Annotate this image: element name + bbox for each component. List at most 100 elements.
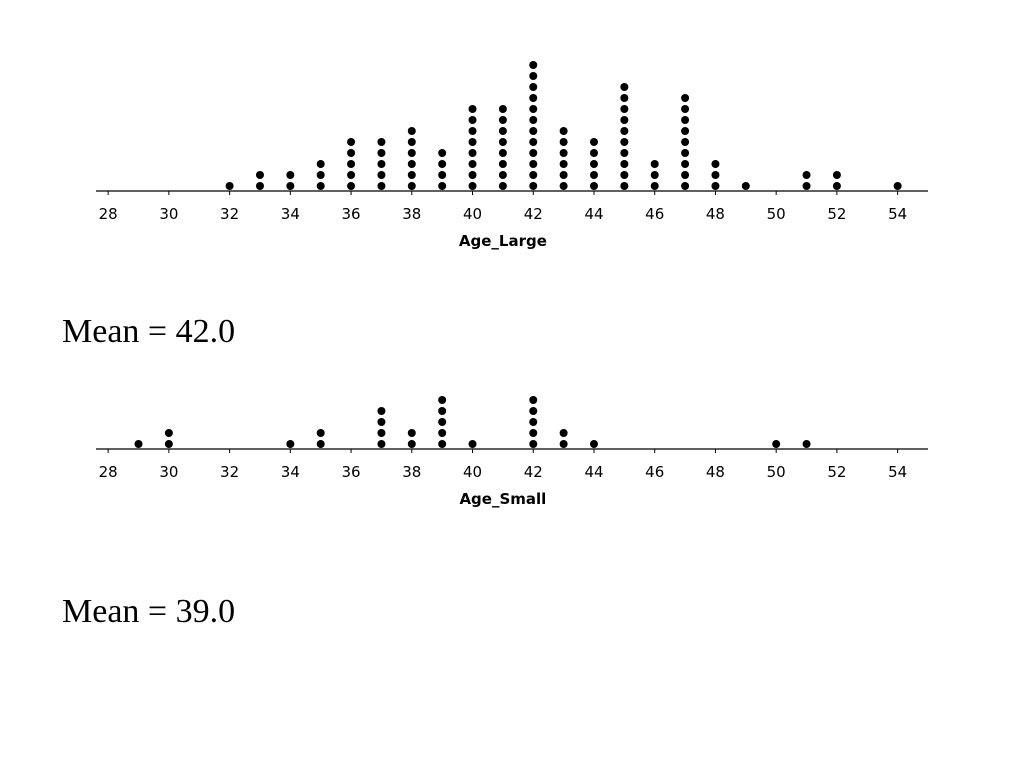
dot xyxy=(286,440,295,448)
dot xyxy=(377,418,386,426)
x-tick-label: 52 xyxy=(827,463,846,481)
x-tick-label: 36 xyxy=(342,205,361,223)
dot xyxy=(559,440,568,448)
dot xyxy=(620,171,629,179)
dot xyxy=(589,138,598,146)
dot xyxy=(620,127,629,135)
dot xyxy=(802,182,811,190)
dot xyxy=(468,440,477,448)
x-tick-label: 32 xyxy=(220,205,239,223)
x-tick-label: 34 xyxy=(281,205,300,223)
dot xyxy=(529,149,538,157)
dot xyxy=(650,171,659,179)
dot xyxy=(620,182,629,190)
x-tick-label: 48 xyxy=(706,205,725,223)
dot xyxy=(681,116,690,124)
dot xyxy=(407,149,416,157)
dot xyxy=(681,149,690,157)
x-tick-label: 38 xyxy=(402,205,421,223)
dot xyxy=(832,182,841,190)
dot xyxy=(468,138,477,146)
dot xyxy=(529,440,538,448)
dot xyxy=(225,182,234,190)
x-tick-label: 40 xyxy=(463,463,482,481)
dot xyxy=(681,171,690,179)
dot xyxy=(650,182,659,190)
dot xyxy=(438,440,447,448)
dot xyxy=(316,182,325,190)
dot xyxy=(377,440,386,448)
x-tick-label: 42 xyxy=(524,205,543,223)
dot xyxy=(316,429,325,437)
x-tick-label: 48 xyxy=(706,463,725,481)
x-tick-label: 52 xyxy=(827,205,846,223)
dot xyxy=(468,116,477,124)
dot xyxy=(377,429,386,437)
dot xyxy=(286,171,295,179)
dot xyxy=(559,127,568,135)
dot xyxy=(407,429,416,437)
dot xyxy=(620,94,629,102)
dot xyxy=(529,72,538,80)
dot xyxy=(438,149,447,157)
dot xyxy=(377,138,386,146)
dot xyxy=(589,160,598,168)
dot xyxy=(589,440,598,448)
dot xyxy=(681,94,690,102)
dot xyxy=(468,182,477,190)
dot xyxy=(498,149,507,157)
x-tick-label: 30 xyxy=(159,463,178,481)
dot xyxy=(681,182,690,190)
dot xyxy=(681,138,690,146)
dot xyxy=(438,418,447,426)
dot xyxy=(529,429,538,437)
dot xyxy=(802,440,811,448)
x-tick-label: 54 xyxy=(888,463,907,481)
dot xyxy=(741,182,750,190)
dot xyxy=(620,83,629,91)
dot xyxy=(529,83,538,91)
dot xyxy=(620,116,629,124)
dot xyxy=(620,160,629,168)
dot xyxy=(650,160,659,168)
dot xyxy=(164,429,173,437)
dot xyxy=(407,127,416,135)
dot xyxy=(377,407,386,415)
dot xyxy=(529,105,538,113)
dot xyxy=(559,429,568,437)
dot xyxy=(529,171,538,179)
dot xyxy=(438,396,447,404)
dot xyxy=(498,160,507,168)
x-tick-label: 28 xyxy=(99,205,118,223)
dot xyxy=(559,149,568,157)
dot xyxy=(347,138,356,146)
dot xyxy=(589,171,598,179)
x-tick-label: 34 xyxy=(281,463,300,481)
dot xyxy=(438,171,447,179)
dot xyxy=(316,440,325,448)
dot xyxy=(377,182,386,190)
x-tick-label: 42 xyxy=(524,463,543,481)
dot xyxy=(893,182,902,190)
x-tick-label: 38 xyxy=(402,463,421,481)
dot xyxy=(407,171,416,179)
dot xyxy=(559,182,568,190)
dot xyxy=(529,396,538,404)
dot xyxy=(620,138,629,146)
dot xyxy=(529,94,538,102)
x-tick-label: 46 xyxy=(645,205,664,223)
x-tick-label: 30 xyxy=(159,205,178,223)
dot xyxy=(377,149,386,157)
dot xyxy=(832,171,841,179)
x-tick-label: 32 xyxy=(220,463,239,481)
dot xyxy=(316,160,325,168)
dot xyxy=(529,160,538,168)
dot xyxy=(498,116,507,124)
dot xyxy=(498,171,507,179)
dot xyxy=(529,182,538,190)
dot xyxy=(529,116,538,124)
dot xyxy=(559,171,568,179)
mean-annotation: Mean = 39.0 xyxy=(62,593,235,630)
dot xyxy=(468,171,477,179)
